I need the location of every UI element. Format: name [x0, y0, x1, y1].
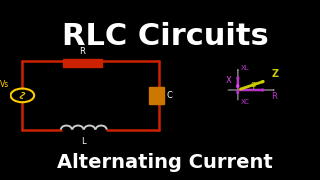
- Text: XL: XL: [240, 65, 249, 71]
- Text: Alternating Current: Alternating Current: [57, 152, 273, 172]
- Bar: [63, 59, 101, 67]
- Bar: [149, 87, 164, 104]
- Text: R: R: [79, 47, 85, 56]
- Text: R: R: [271, 92, 277, 101]
- Text: C: C: [166, 91, 172, 100]
- Text: Z: Z: [271, 69, 278, 79]
- Text: Vs: Vs: [0, 80, 9, 89]
- Text: L: L: [82, 137, 86, 146]
- Text: X: X: [225, 76, 231, 85]
- Text: XC: XC: [240, 99, 249, 105]
- Text: φ: φ: [251, 80, 256, 89]
- Text: RLC Circuits: RLC Circuits: [62, 21, 268, 51]
